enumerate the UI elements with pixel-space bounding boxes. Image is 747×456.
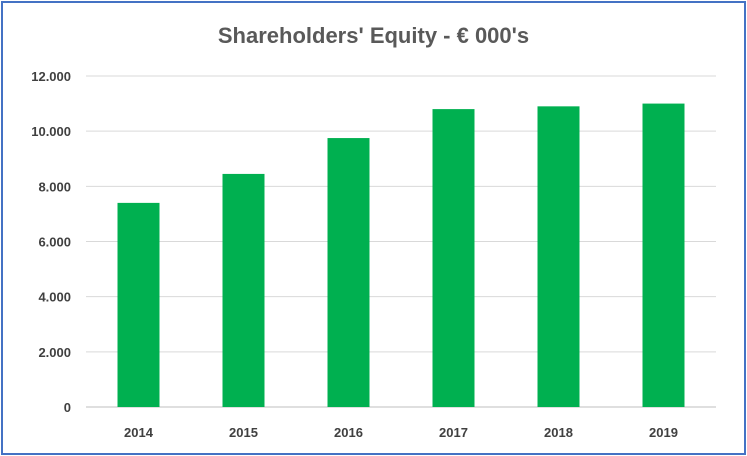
x-tick-label: 2017 <box>439 425 468 440</box>
bar-2019 <box>642 103 685 407</box>
bar-2017 <box>432 109 475 407</box>
y-tick-label: 0 <box>64 400 71 415</box>
y-tick-label: 2.000 <box>38 345 71 360</box>
y-tick-label: 12.000 <box>31 69 71 84</box>
bar-2016 <box>327 138 370 407</box>
chart-title: Shareholders' Equity - € 000's <box>217 23 530 48</box>
bar-2014 <box>117 202 160 407</box>
y-tick-label: 6.000 <box>38 235 71 250</box>
y-tick-label: 10.000 <box>31 124 71 139</box>
y-tick-label: 8.000 <box>38 179 71 194</box>
bar-2018 <box>537 106 580 407</box>
y-tick-label: 4.000 <box>38 290 71 305</box>
x-tick-label: 2015 <box>229 425 258 440</box>
bar-2015 <box>222 173 265 407</box>
x-tick-label: 2016 <box>334 425 363 440</box>
plot-area: 0 2.000 4.000 6.000 8.000 10.000 12.000 2014 201… <box>31 69 716 440</box>
x-tick-label: 2019 <box>649 425 678 440</box>
x-tick-label: 2014 <box>124 425 154 440</box>
x-tick-label: 2018 <box>544 425 573 440</box>
